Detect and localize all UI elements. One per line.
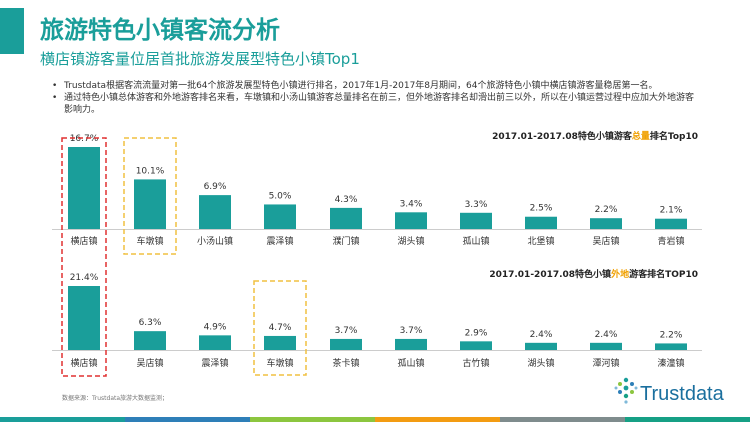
chart-title-highlight: 外地 [611,270,630,280]
footer-segment [625,417,750,422]
accent-bar [0,8,24,54]
category-label: 车墩镇 [266,357,293,369]
footer-segment [125,417,250,422]
bullet-list: Trustdata根据客流流量对第一批64个旅游发展型特色小镇进行排名，2017… [52,80,702,116]
page-subtitle: 横店镇游客量位居首批旅游发展型特色小镇Top1 [40,50,360,68]
chart-title-total: 2017.01-2017.08特色小镇游客总量排名Top10 [492,129,698,142]
logo-text: Trustdata [640,383,725,405]
chart-title-prefix: 2017.01-2017.08特色小镇 [489,270,612,280]
bar [330,207,362,229]
category-label: 濮门镇 [332,235,359,247]
bar [264,204,296,229]
data-label: 2.2% [595,205,618,215]
data-label: 3.3% [465,200,488,210]
chart-title-prefix: 2017.01-2017.08特色小镇游客 [492,132,632,142]
data-label: 2.4% [595,330,618,340]
bar [525,216,557,229]
chart-title-highlight: 总量 [631,132,650,142]
bar [330,338,362,350]
footer-segment [250,417,375,422]
highlight-box-red [61,137,107,377]
bar [395,212,427,229]
bar [199,335,231,350]
category-label: 震泽镇 [201,357,228,369]
chart-title-suffix: 游客排名TOP10 [629,270,698,280]
bar [460,212,492,229]
bar [655,218,687,229]
bar [655,343,687,350]
data-label: 2.9% [465,328,488,338]
bar [68,286,100,350]
data-label: 2.1% [660,206,683,216]
category-label: 车墩镇 [136,235,163,247]
bar [590,342,622,350]
bar [395,338,427,350]
data-label: 4.7% [269,323,292,333]
data-label: 2.2% [660,330,683,340]
bar [460,341,492,350]
chart-title-suffix: 排名Top10 [649,132,698,142]
category-label: 青岩镇 [657,235,684,247]
category-label: 孤山镇 [462,235,489,247]
data-label: 6.3% [139,318,162,328]
logo-dot-mark [614,377,638,404]
page-title: 旅游特色小镇客流分析 [40,16,280,44]
data-label: 10.1% [136,166,165,176]
bullet-item: Trustdata根据客流流量对第一批64个旅游发展型特色小镇进行排名，2017… [52,80,702,92]
bar [134,331,166,350]
category-label: 横店镇 [70,357,97,369]
data-label: 5.0% [269,191,292,201]
category-label: 茶卡镇 [332,357,359,369]
category-label: 古竹镇 [462,357,489,369]
highlight-box-yellow [253,280,307,376]
footer-segment [375,417,500,422]
highlight-box-yellow [123,137,177,255]
data-label: 6.9% [204,182,227,192]
category-label: 溱潼镇 [657,357,684,369]
category-label: 吴店镇 [136,357,163,369]
bullet-item: 通过特色小镇总体游客和外地游客排名来看，车墩镇和小汤山镇游客总量排名在前三，但外… [52,92,702,116]
data-label: 4.9% [204,322,227,332]
footer-color-strip [0,417,750,422]
bar [199,195,231,229]
data-label: 3.7% [400,326,423,336]
bar [68,147,100,229]
category-label: 小汤山镇 [197,235,233,247]
bar [264,335,296,350]
category-label: 湖头镇 [527,357,554,369]
category-label: 潭河镇 [592,357,619,369]
category-label: 吴店镇 [592,235,619,247]
data-label: 3.4% [400,199,423,209]
footer-segment [0,417,125,422]
bar [590,218,622,229]
category-label: 北堡镇 [527,235,554,247]
trustdata-logo: Trustdata [614,377,725,405]
category-label: 孤山镇 [397,357,424,369]
bar [525,342,557,350]
data-label: 4.3% [335,195,358,205]
data-label: 3.7% [335,326,358,336]
category-label: 湖头镇 [397,235,424,247]
source-note: 数据来源：Trustdata旅游大数据监测； [62,395,169,402]
data-label: 21.4% [70,273,99,283]
category-label: 震泽镇 [266,235,293,247]
data-label: 16.7% [70,134,99,144]
bar [134,179,166,229]
footer-segment [500,417,625,422]
chart-title-nonlocal: 2017.01-2017.08特色小镇外地游客排名TOP10 [489,267,698,280]
category-label: 横店镇 [70,235,97,247]
data-label: 2.4% [530,330,553,340]
data-label: 2.5% [530,204,553,214]
